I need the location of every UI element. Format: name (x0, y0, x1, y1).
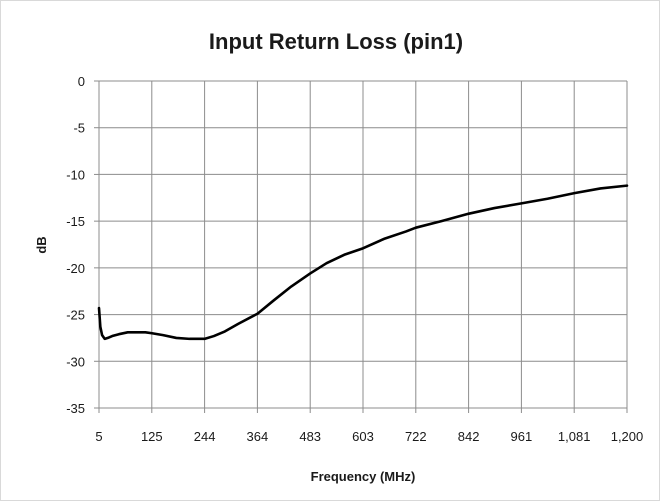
x-tick-label: 603 (352, 429, 374, 444)
x-tick-label: 244 (194, 429, 216, 444)
y-tick-label: -5 (73, 121, 85, 136)
y-tick-label: 0 (78, 74, 85, 89)
y-tick-label: -10 (66, 167, 85, 182)
series-layer (97, 184, 629, 341)
series-line (97, 184, 629, 341)
y-tick-label: -20 (66, 261, 85, 276)
x-tick-label: 364 (247, 429, 269, 444)
y-tick-label: -25 (66, 308, 85, 323)
chart-title: Input Return Loss (pin1) (209, 29, 463, 54)
y-tick-label: -15 (66, 214, 85, 229)
x-tick-label: 961 (511, 429, 533, 444)
x-tick-label: 842 (458, 429, 480, 444)
x-tick-label: 125 (141, 429, 163, 444)
x-tick-label: 1,081 (558, 429, 591, 444)
y-tick-label: -35 (66, 401, 85, 416)
x-tick-label: 722 (405, 429, 427, 444)
grid (99, 80, 628, 408)
y-tick-label: -30 (66, 354, 85, 369)
x-tick-label: 1,200 (611, 429, 644, 444)
x-tick-label: 483 (299, 429, 321, 444)
y-axis-label: dB (34, 236, 49, 253)
axes (94, 80, 628, 413)
x-tick-label: 5 (95, 429, 102, 444)
tick-labels: 5 125 244 364 483 603 722 842 961 1,081 1,200 0 -5 -1… (66, 74, 643, 444)
x-axis-label: Frequency (MHz) (311, 469, 416, 484)
